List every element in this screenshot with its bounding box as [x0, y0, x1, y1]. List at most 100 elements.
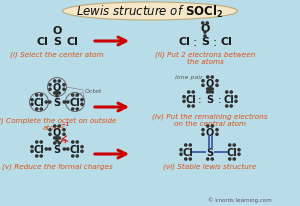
Circle shape — [192, 105, 194, 108]
Circle shape — [229, 158, 231, 160]
Circle shape — [49, 84, 51, 87]
Circle shape — [67, 101, 69, 104]
Circle shape — [211, 76, 213, 79]
Circle shape — [204, 36, 206, 38]
Circle shape — [54, 81, 56, 83]
Text: S: S — [53, 144, 61, 154]
Circle shape — [202, 80, 204, 82]
Circle shape — [56, 95, 58, 97]
Circle shape — [207, 91, 209, 94]
Ellipse shape — [62, 3, 238, 21]
Circle shape — [238, 153, 240, 156]
Text: S: S — [201, 37, 209, 47]
Circle shape — [216, 80, 218, 82]
Circle shape — [81, 99, 83, 101]
Circle shape — [58, 81, 60, 83]
Circle shape — [49, 133, 51, 136]
Circle shape — [76, 155, 78, 157]
Text: S: S — [53, 97, 61, 108]
Text: O: O — [53, 83, 61, 92]
Circle shape — [209, 91, 211, 93]
Circle shape — [58, 137, 60, 139]
Text: $\it{Lewis\ structure\ of\ }$$\bf{SOCl_2}$: $\it{Lewis\ structure\ of\ }$$\bf{SOCl_2… — [76, 4, 224, 20]
Circle shape — [216, 85, 218, 87]
Text: © knords learning.com: © knords learning.com — [208, 196, 272, 202]
Circle shape — [63, 129, 65, 131]
Text: −1: −1 — [60, 122, 70, 127]
Circle shape — [40, 155, 42, 157]
Circle shape — [207, 88, 209, 91]
Circle shape — [202, 23, 204, 25]
Circle shape — [209, 88, 211, 90]
Circle shape — [211, 91, 213, 94]
Text: (iii) Complete the octet on outside
atoms: (iii) Complete the octet on outside atom… — [0, 116, 116, 130]
Circle shape — [72, 94, 74, 97]
Circle shape — [202, 85, 204, 87]
Circle shape — [216, 133, 218, 136]
Circle shape — [180, 149, 182, 151]
Circle shape — [81, 104, 83, 106]
Text: Octet: Octet — [85, 89, 102, 94]
Text: O: O — [53, 127, 61, 137]
Circle shape — [31, 146, 33, 148]
Circle shape — [72, 141, 74, 143]
Text: :: : — [198, 95, 202, 104]
Circle shape — [76, 108, 78, 111]
Circle shape — [63, 89, 65, 91]
Circle shape — [206, 23, 208, 25]
Circle shape — [233, 158, 236, 160]
Circle shape — [233, 144, 236, 146]
Circle shape — [76, 141, 78, 143]
Circle shape — [49, 101, 51, 104]
Circle shape — [36, 108, 38, 111]
Text: Cl: Cl — [220, 37, 232, 47]
Circle shape — [56, 137, 58, 139]
Circle shape — [188, 91, 190, 94]
Circle shape — [185, 158, 187, 160]
Circle shape — [185, 144, 187, 146]
Circle shape — [72, 108, 74, 111]
Text: S: S — [206, 95, 214, 104]
Circle shape — [207, 125, 209, 128]
Text: (i) Select the center atom: (i) Select the center atom — [10, 51, 104, 57]
Circle shape — [230, 91, 232, 94]
Circle shape — [238, 149, 240, 151]
Circle shape — [63, 101, 65, 104]
Text: Cl: Cl — [178, 37, 190, 47]
Circle shape — [58, 125, 60, 128]
Text: (vi) Stable lewis structure: (vi) Stable lewis structure — [164, 162, 256, 169]
Text: Cl: Cl — [183, 147, 194, 157]
Circle shape — [63, 133, 65, 136]
Text: Cl: Cl — [34, 144, 44, 154]
Circle shape — [202, 133, 204, 136]
Circle shape — [40, 108, 42, 111]
Text: (iv) Put the remaining electrons
on the central atom: (iv) Put the remaining electrons on the … — [152, 112, 268, 126]
Text: Cl: Cl — [66, 37, 78, 47]
Text: :: : — [213, 35, 217, 48]
Circle shape — [202, 129, 204, 131]
Circle shape — [45, 148, 47, 150]
Circle shape — [31, 99, 33, 101]
Text: (v) Reduce the formal charges: (v) Reduce the formal charges — [2, 162, 112, 169]
Circle shape — [235, 96, 237, 98]
Circle shape — [56, 92, 58, 94]
Circle shape — [76, 94, 78, 97]
Text: :: : — [218, 95, 222, 104]
Circle shape — [54, 142, 56, 144]
Circle shape — [183, 96, 185, 98]
Text: +1: +1 — [58, 139, 68, 144]
Text: S: S — [206, 147, 214, 157]
Circle shape — [226, 91, 228, 94]
Text: Cl: Cl — [226, 147, 237, 157]
Circle shape — [54, 137, 56, 139]
Circle shape — [207, 76, 209, 79]
Circle shape — [63, 148, 65, 150]
Circle shape — [226, 105, 228, 108]
Circle shape — [211, 88, 213, 91]
Circle shape — [207, 158, 209, 160]
Circle shape — [229, 144, 231, 146]
Circle shape — [56, 140, 58, 142]
Text: Cl: Cl — [70, 144, 80, 154]
Circle shape — [81, 146, 83, 148]
Circle shape — [49, 129, 51, 131]
